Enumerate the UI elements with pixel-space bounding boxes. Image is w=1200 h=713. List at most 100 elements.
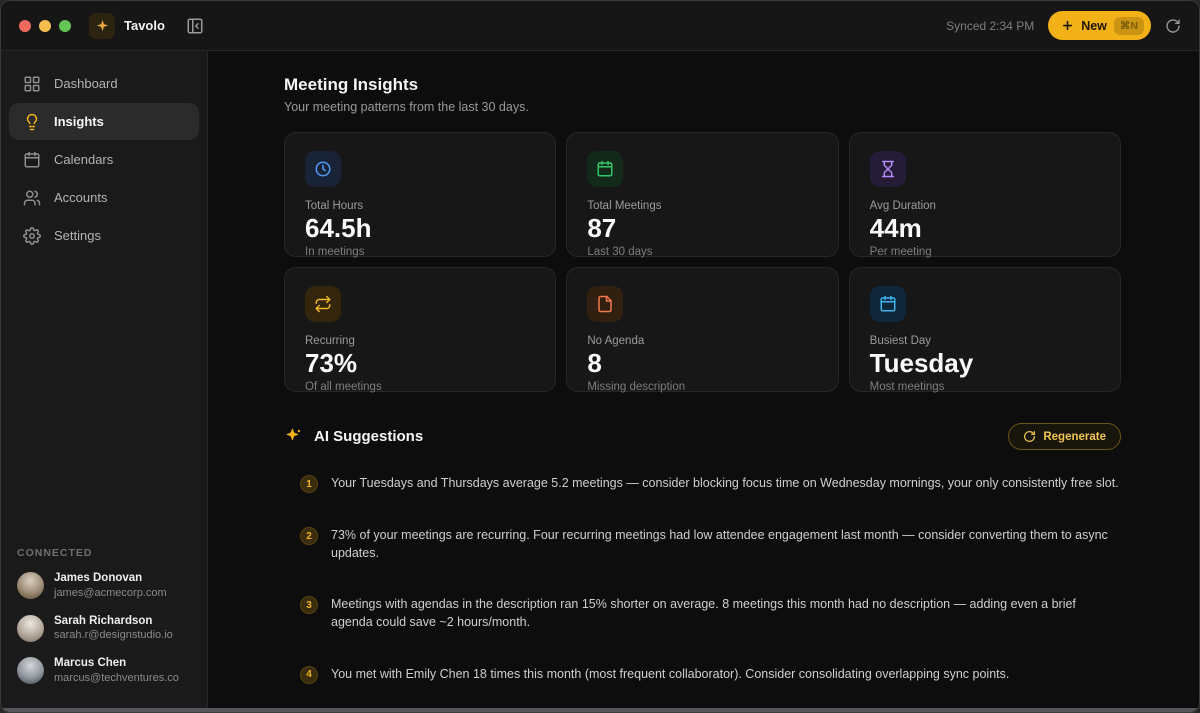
account-email: marcus@techventures.co	[54, 671, 179, 684]
stat-label: Busiest Day	[869, 335, 932, 347]
sidebar: Dashboard Insights Calendars Accounts Se…	[1, 51, 208, 712]
connected-section: CONNECTED James Donovan james@acmecorp.c…	[9, 547, 199, 698]
stat-card-no-agenda: No Agenda 8 Missing description	[566, 267, 839, 393]
stat-value: 44m	[869, 213, 922, 243]
connected-heading: CONNECTED	[17, 547, 93, 560]
calendar-icon	[24, 151, 40, 167]
connected-account[interactable]: James Donovan james@acmecorp.com	[17, 571, 191, 600]
stat-label: Recurring	[305, 335, 355, 347]
suggestion-text: 73% of your meetings are recurring. Four…	[331, 528, 1108, 561]
account-email: sarah.r@designstudio.io	[54, 629, 173, 642]
titlebar-right: Synced 2:34 PM New ⌘N	[946, 11, 1181, 40]
sidebar-item-dashboard[interactable]: Dashboard	[9, 65, 199, 102]
maximize-window-button[interactable]	[59, 19, 71, 32]
refresh-button[interactable]	[1165, 18, 1181, 34]
sidebar-item-insights[interactable]: Insights	[9, 103, 199, 140]
calendar-icon	[597, 160, 613, 177]
refresh-icon	[1166, 18, 1180, 33]
new-button-label: New	[1081, 18, 1107, 33]
suggestion-item: 1 Your Tuesdays and Thursdays average 5.…	[300, 474, 1121, 493]
new-meeting-button[interactable]: New ⌘N	[1048, 11, 1151, 40]
stat-icon-tile	[305, 151, 341, 187]
sparkle-logo-icon	[96, 19, 108, 32]
hourglass-icon	[881, 160, 894, 178]
suggestion-number-badge: 1	[300, 475, 318, 493]
avatar	[17, 656, 44, 684]
sidebar-item-label: Calendars	[54, 152, 114, 167]
traffic-lights	[19, 19, 71, 32]
new-button-shortcut: ⌘N	[1113, 16, 1144, 35]
account-name: Marcus Chen	[54, 656, 127, 669]
sparkles-icon	[284, 427, 303, 446]
regenerate-button[interactable]: Regenerate	[1008, 423, 1121, 450]
stat-icon-tile	[869, 286, 906, 322]
stat-sub: Per meeting	[869, 245, 932, 258]
sidebar-item-label: Settings	[54, 228, 101, 243]
account-email: james@acmecorp.com	[54, 587, 167, 600]
stat-sub: Of all meetings	[305, 380, 382, 393]
connected-account[interactable]: Marcus Chen marcus@techventures.co	[17, 656, 191, 685]
suggestion-number-badge: 4	[300, 665, 318, 684]
regenerate-label: Regenerate	[1043, 430, 1106, 443]
stat-sub: Most meetings	[869, 380, 945, 393]
suggestion-item: 2 73% of your meetings are recurring. Fo…	[300, 526, 1121, 562]
suggestion-text: You met with Emily Chen 18 times this mo…	[331, 666, 1010, 681]
suggestion-text: Your Tuesdays and Thursdays average 5.2 …	[331, 476, 1119, 490]
stat-label: Total Meetings	[587, 200, 662, 212]
ai-title-wrap: AI Suggestions	[284, 427, 423, 446]
stat-card-total-meetings: Total Meetings 87 Last 30 days	[566, 132, 839, 258]
stat-card-busiest-day: Busiest Day Tuesday Most meetings	[848, 267, 1121, 393]
connected-account[interactable]: Sarah Richardson sarah.r@designstudio.io	[17, 614, 191, 643]
app-name: Tavolo	[124, 18, 165, 33]
app-logo	[89, 12, 115, 39]
lightbulb-icon	[26, 113, 38, 130]
stat-label: No Agenda	[587, 335, 645, 347]
stat-icon-tile	[587, 286, 624, 322]
plus-icon	[1061, 19, 1074, 32]
users-icon	[23, 190, 41, 205]
main-content: Meeting Insights Your meeting patterns f…	[208, 51, 1199, 712]
suggestion-text: Meetings with agendas in the description…	[331, 597, 1076, 630]
stat-sub: In meetings	[305, 245, 365, 258]
stat-icon-tile	[869, 151, 906, 187]
sidebar-item-accounts[interactable]: Accounts	[9, 179, 199, 216]
stat-sub: Missing description	[587, 380, 686, 393]
page-title: Meeting Insights	[284, 75, 419, 94]
account-name: James Donovan	[54, 572, 143, 585]
stat-value: 87	[587, 213, 617, 243]
clock-icon	[315, 161, 331, 177]
sidebar-item-label: Insights	[54, 114, 104, 129]
stat-label: Avg Duration	[869, 200, 936, 212]
sidebar-item-settings[interactable]: Settings	[9, 217, 199, 254]
stat-card-recurring: Recurring 73% Of all meetings	[284, 267, 557, 393]
stats-grid: Total Hours 64.5h In meetings Total Meet…	[284, 132, 1121, 393]
account-name: Sarah Richardson	[54, 614, 153, 627]
close-window-button[interactable]	[19, 19, 31, 32]
dashboard-grid-icon	[24, 76, 40, 91]
regenerate-icon	[1024, 431, 1036, 442]
sidebar-item-calendars[interactable]: Calendars	[9, 141, 199, 178]
app-body: Dashboard Insights Calendars Accounts Se…	[1, 51, 1199, 712]
suggestion-number-badge: 2	[300, 527, 318, 545]
ai-suggestions-header: AI Suggestions Regenerate	[284, 423, 1121, 450]
avatar	[17, 614, 44, 642]
panel-left-icon	[187, 18, 203, 33]
repeat-icon	[315, 295, 331, 313]
gear-icon	[23, 226, 41, 245]
sidebar-toggle-button[interactable]	[181, 12, 209, 40]
titlebar: Tavolo Synced 2:34 PM New ⌘N	[1, 1, 1199, 51]
calendar-check-icon	[880, 295, 896, 312]
sync-status: Synced 2:34 PM	[946, 18, 1035, 33]
window-bottom-edge	[1, 708, 1199, 712]
minimize-window-button[interactable]	[39, 19, 51, 32]
stat-value: 8	[587, 348, 602, 378]
suggestion-item: 3 Meetings with agendas in the descripti…	[300, 595, 1121, 631]
stat-value: 64.5h	[305, 213, 372, 243]
stat-card-total-hours: Total Hours 64.5h In meetings	[284, 132, 557, 258]
stat-label: Total Hours	[305, 200, 364, 212]
stat-icon-tile	[587, 151, 624, 187]
stat-sub: Last 30 days	[587, 245, 653, 258]
ai-suggestions-title: AI Suggestions	[314, 428, 424, 445]
suggestion-item: 4 You met with Emily Chen 18 times this …	[300, 665, 1121, 684]
